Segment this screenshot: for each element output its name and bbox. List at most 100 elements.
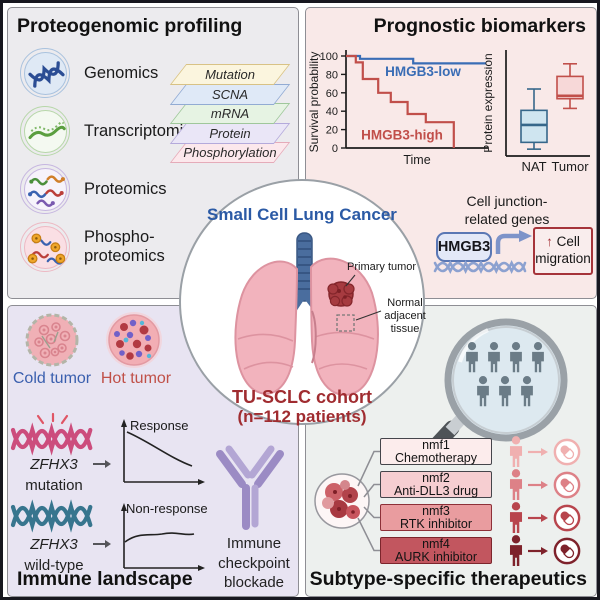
data-layer-3: Protein: [169, 122, 291, 144]
svg-text:0: 0: [332, 143, 338, 155]
box-Tumor: [556, 75, 584, 100]
cold-tumor-icon: [25, 313, 79, 367]
omics-label: Proteomics: [84, 179, 167, 198]
box-label-Tumor: Tumor: [551, 159, 589, 174]
transcriptomics-circle: [20, 106, 70, 156]
sclc-title: Small Cell Lung Cancer: [207, 205, 397, 224]
person-icon: [532, 342, 544, 373]
protein-expression-boxplot: Protein expression NAT Tumor: [484, 50, 590, 174]
layer-label: Protein: [209, 125, 251, 141]
junction-line2: related genes: [464, 210, 550, 227]
center-cohort-circle: Small Cell Lung Cancer: [179, 179, 426, 426]
svg-text:20: 20: [326, 125, 338, 137]
wildtype-dna-icon: [10, 499, 93, 533]
layer-label: Phosphorylation: [183, 145, 277, 160]
prognostic-title: Prognostic biomarkers: [373, 15, 586, 37]
proteomics-circle: [20, 164, 70, 214]
response-label: Response: [130, 418, 189, 433]
omics-item-genomics: Genomics: [20, 48, 158, 98]
layer-label: mRNA: [210, 106, 250, 121]
tumor-sample-icon: [314, 473, 370, 529]
normal-tissue-box: [336, 314, 355, 332]
antibody-icon: [216, 445, 284, 530]
cell-junction-heading: Cell junction- related genes: [434, 193, 580, 228]
subtype-name: nmf4: [422, 536, 450, 551]
cell-migration-box: ↑ Cell migration: [533, 227, 593, 275]
right-arrow-icon: [93, 460, 111, 468]
mutated-dna-icon: [10, 412, 93, 456]
omics-item-proteomics: Proteomics: [20, 164, 167, 214]
subtype-box-nmf1: nmf1 Chemotherapy: [380, 438, 492, 465]
response-graph: [121, 419, 205, 485]
omics-item-phospho-proteomics: Phospho-proteomics: [20, 222, 165, 272]
zfhx3-mutation-label: ZFHX3 mutation: [25, 456, 83, 494]
svg-text:Time: Time: [403, 153, 430, 167]
primary-tumor-icon: [327, 281, 355, 307]
subtype-therapy: RTK inhibitor: [399, 516, 473, 531]
box-label-NAT: NAT: [521, 159, 546, 174]
patient-icon: [509, 436, 523, 468]
cohort-name: TU-SCLC cohort: [232, 387, 372, 407]
subtype-box-nmf2: nmf2 Anti-DLL3 drug: [380, 471, 492, 498]
pill-icon: [553, 438, 581, 466]
cold-tumor-label: Cold tumor: [12, 370, 92, 387]
migration-line2: migration: [535, 251, 591, 266]
genomics-circle: [20, 48, 70, 98]
km-curve-HMGB3-low: [346, 54, 486, 65]
hot-tumor-icon: [106, 312, 162, 368]
immune-checkpoint-blockade-label: Immune checkpoint blockade: [218, 535, 290, 591]
km-label-HMGB3-high: HMGB3-high: [361, 128, 443, 143]
subtype-therapy: Anti-DLL3 drug: [393, 483, 479, 498]
nonresponse-graph: [121, 503, 205, 571]
data-layer-1: SCNA: [169, 83, 291, 105]
svg-text:Survival probability: Survival probability: [308, 52, 321, 153]
omics-label: Transcriptomics: [84, 121, 200, 140]
panel-prognostic-biomarkers: Prognostic biomarkers 0 20 40 60 80 100 Surviv…: [305, 7, 597, 299]
dna-strand-icon: [433, 259, 527, 275]
subtype-name: nmf1: [422, 437, 450, 452]
right-arrow-icon: [528, 480, 548, 489]
km-label-HMGB3-low: HMGB3-low: [385, 64, 461, 79]
layer-label: SCNA: [211, 86, 249, 102]
phospho-icon: [23, 225, 67, 269]
data-layer-0: Mutation: [169, 64, 291, 85]
panel-proteogenomic-profiling: Proteogenomic profiling Genomics Transcri…: [7, 7, 299, 299]
subtype-box-nmf4: nmf4 AURK inhibitor: [380, 537, 492, 564]
nonresponse-label: Non-response: [126, 501, 208, 516]
km-curve-HMGB3-high: [346, 54, 455, 148]
omics-item-transcriptomics: Transcriptomics: [20, 106, 200, 156]
right-arrow-icon: [528, 447, 548, 456]
right-arrow-icon: [528, 513, 548, 522]
svg-text:100: 100: [320, 51, 338, 63]
migration-line1: ↑ Cell: [546, 234, 580, 250]
patient-icon: [509, 502, 523, 534]
lungs-illustration: [234, 232, 382, 396]
subtype-name: nmf3: [422, 503, 450, 518]
pill-icon: [553, 504, 581, 532]
patient-icon: [509, 469, 523, 501]
person-icon: [488, 342, 500, 373]
patient-icon: [509, 535, 523, 567]
omics-label: Phospho-proteomics: [84, 228, 165, 265]
immune-title: Immune landscape: [17, 568, 193, 590]
data-layer-2: mRNA: [169, 103, 291, 124]
svg-text:40: 40: [326, 106, 338, 118]
subtype-box-nmf3: nmf3 RTK inhibitor: [380, 504, 492, 531]
dna-icon: [23, 51, 67, 95]
svg-text:60: 60: [326, 88, 338, 100]
hot-tumor-label: Hot tumor: [100, 370, 172, 387]
junction-line1: Cell junction-: [466, 193, 548, 209]
proteogenomic-title: Proteogenomic profiling: [17, 15, 243, 37]
subtype-therapy: Chemotherapy: [395, 450, 477, 465]
layer-label: Mutation: [205, 67, 255, 82]
svg-text:Protein expression: Protein expression: [484, 53, 495, 152]
patient-group-icon: [466, 342, 544, 407]
box-NAT: [520, 109, 548, 144]
omics-label: Genomics: [84, 63, 159, 82]
up-arrow-icon: ↑: [546, 234, 553, 250]
normal-tissue-label: Normal adjacent tissue: [384, 297, 426, 336]
rna-icon: [23, 109, 67, 153]
subtype-title: Subtype-specific therapeutics: [309, 568, 587, 590]
data-layer-4: Phosphorylation: [169, 142, 291, 163]
